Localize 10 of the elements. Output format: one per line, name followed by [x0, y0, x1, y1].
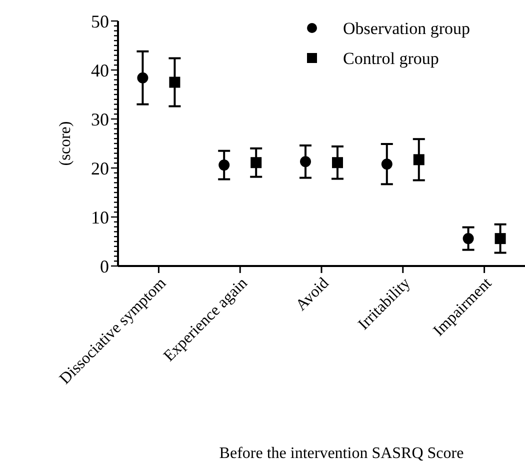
y-tick-label: 50: [91, 11, 109, 32]
y-tick-label: 10: [91, 207, 109, 228]
y-tick-label: 20: [91, 158, 109, 178]
y-tick-label: 40: [91, 60, 109, 80]
y-axis-title: (score): [57, 121, 74, 166]
y-tick-label: 0: [100, 256, 109, 276]
legend-label: Observation group: [343, 18, 470, 38]
x-axis-title: Before the intervention SASRQ Score: [219, 445, 464, 462]
y-tick-label: 30: [91, 109, 109, 130]
legend-label: Control group: [343, 48, 439, 68]
